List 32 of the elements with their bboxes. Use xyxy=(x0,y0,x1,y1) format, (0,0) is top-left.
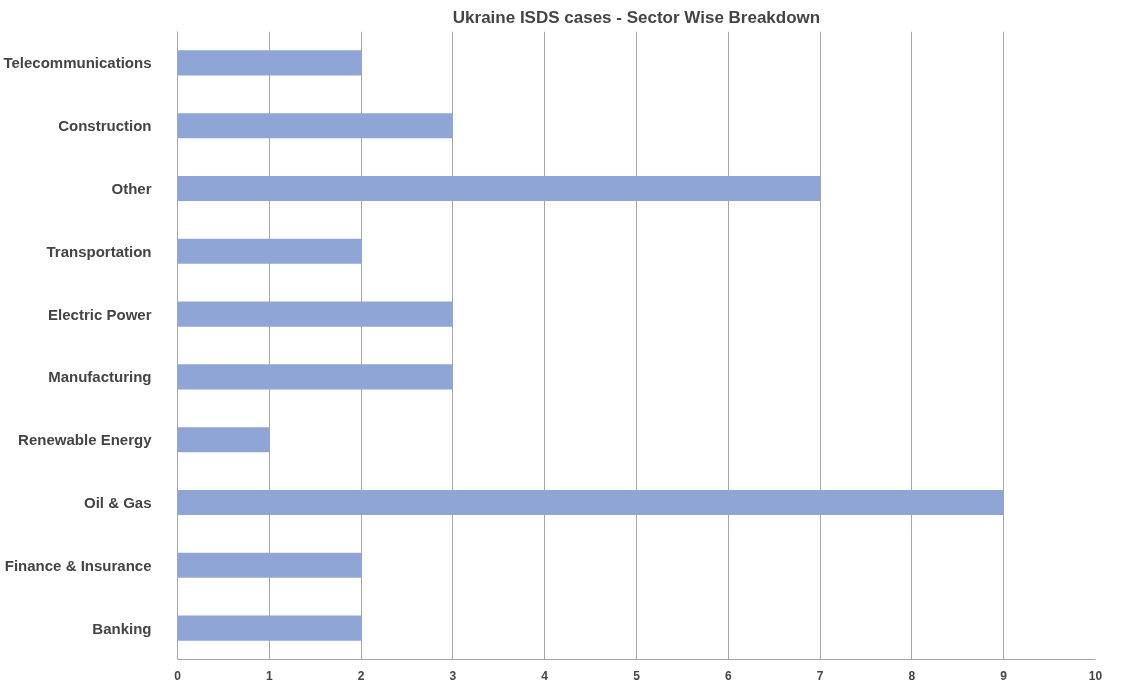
x-tick-label: 3 xyxy=(449,668,457,683)
x-tick-label: 9 xyxy=(1000,668,1008,683)
bar xyxy=(177,175,821,202)
y-tick-label: Banking xyxy=(92,619,152,637)
bar xyxy=(177,50,362,76)
x-tick-label: 4 xyxy=(541,668,549,683)
y-tick-label: Electric Power xyxy=(48,305,152,323)
bar xyxy=(177,427,270,453)
bar xyxy=(177,615,362,641)
y-tick-label: Renewable Energy xyxy=(18,431,153,449)
x-tick-label: 0 xyxy=(174,668,182,683)
bar xyxy=(177,364,453,390)
y-tick-label: Telecommunications xyxy=(3,54,152,72)
x-tick-label: 1 xyxy=(265,668,273,683)
x-tick-label: 7 xyxy=(816,668,824,683)
y-tick-label: Other xyxy=(111,180,152,197)
bar xyxy=(177,301,453,327)
x-tick-label: 6 xyxy=(724,668,732,683)
bar xyxy=(177,489,1004,516)
bar xyxy=(177,238,362,264)
x-tick-label: 10 xyxy=(1088,668,1103,683)
bar xyxy=(177,552,362,578)
chart-title: Ukraine ISDS cases - Sector Wise Breakdown xyxy=(452,7,821,27)
x-tick-label: 5 xyxy=(633,668,641,683)
bar xyxy=(177,113,453,139)
y-tick-label: Finance & Insurance xyxy=(4,556,152,574)
y-tick-label: Manufacturing xyxy=(48,368,152,386)
y-tick-label: Construction xyxy=(58,117,152,135)
y-tick-label: Oil & Gas xyxy=(83,494,152,511)
x-tick-label: 8 xyxy=(908,668,916,683)
y-tick-label: Transportation xyxy=(46,242,152,260)
x-tick-label: 2 xyxy=(357,668,365,683)
